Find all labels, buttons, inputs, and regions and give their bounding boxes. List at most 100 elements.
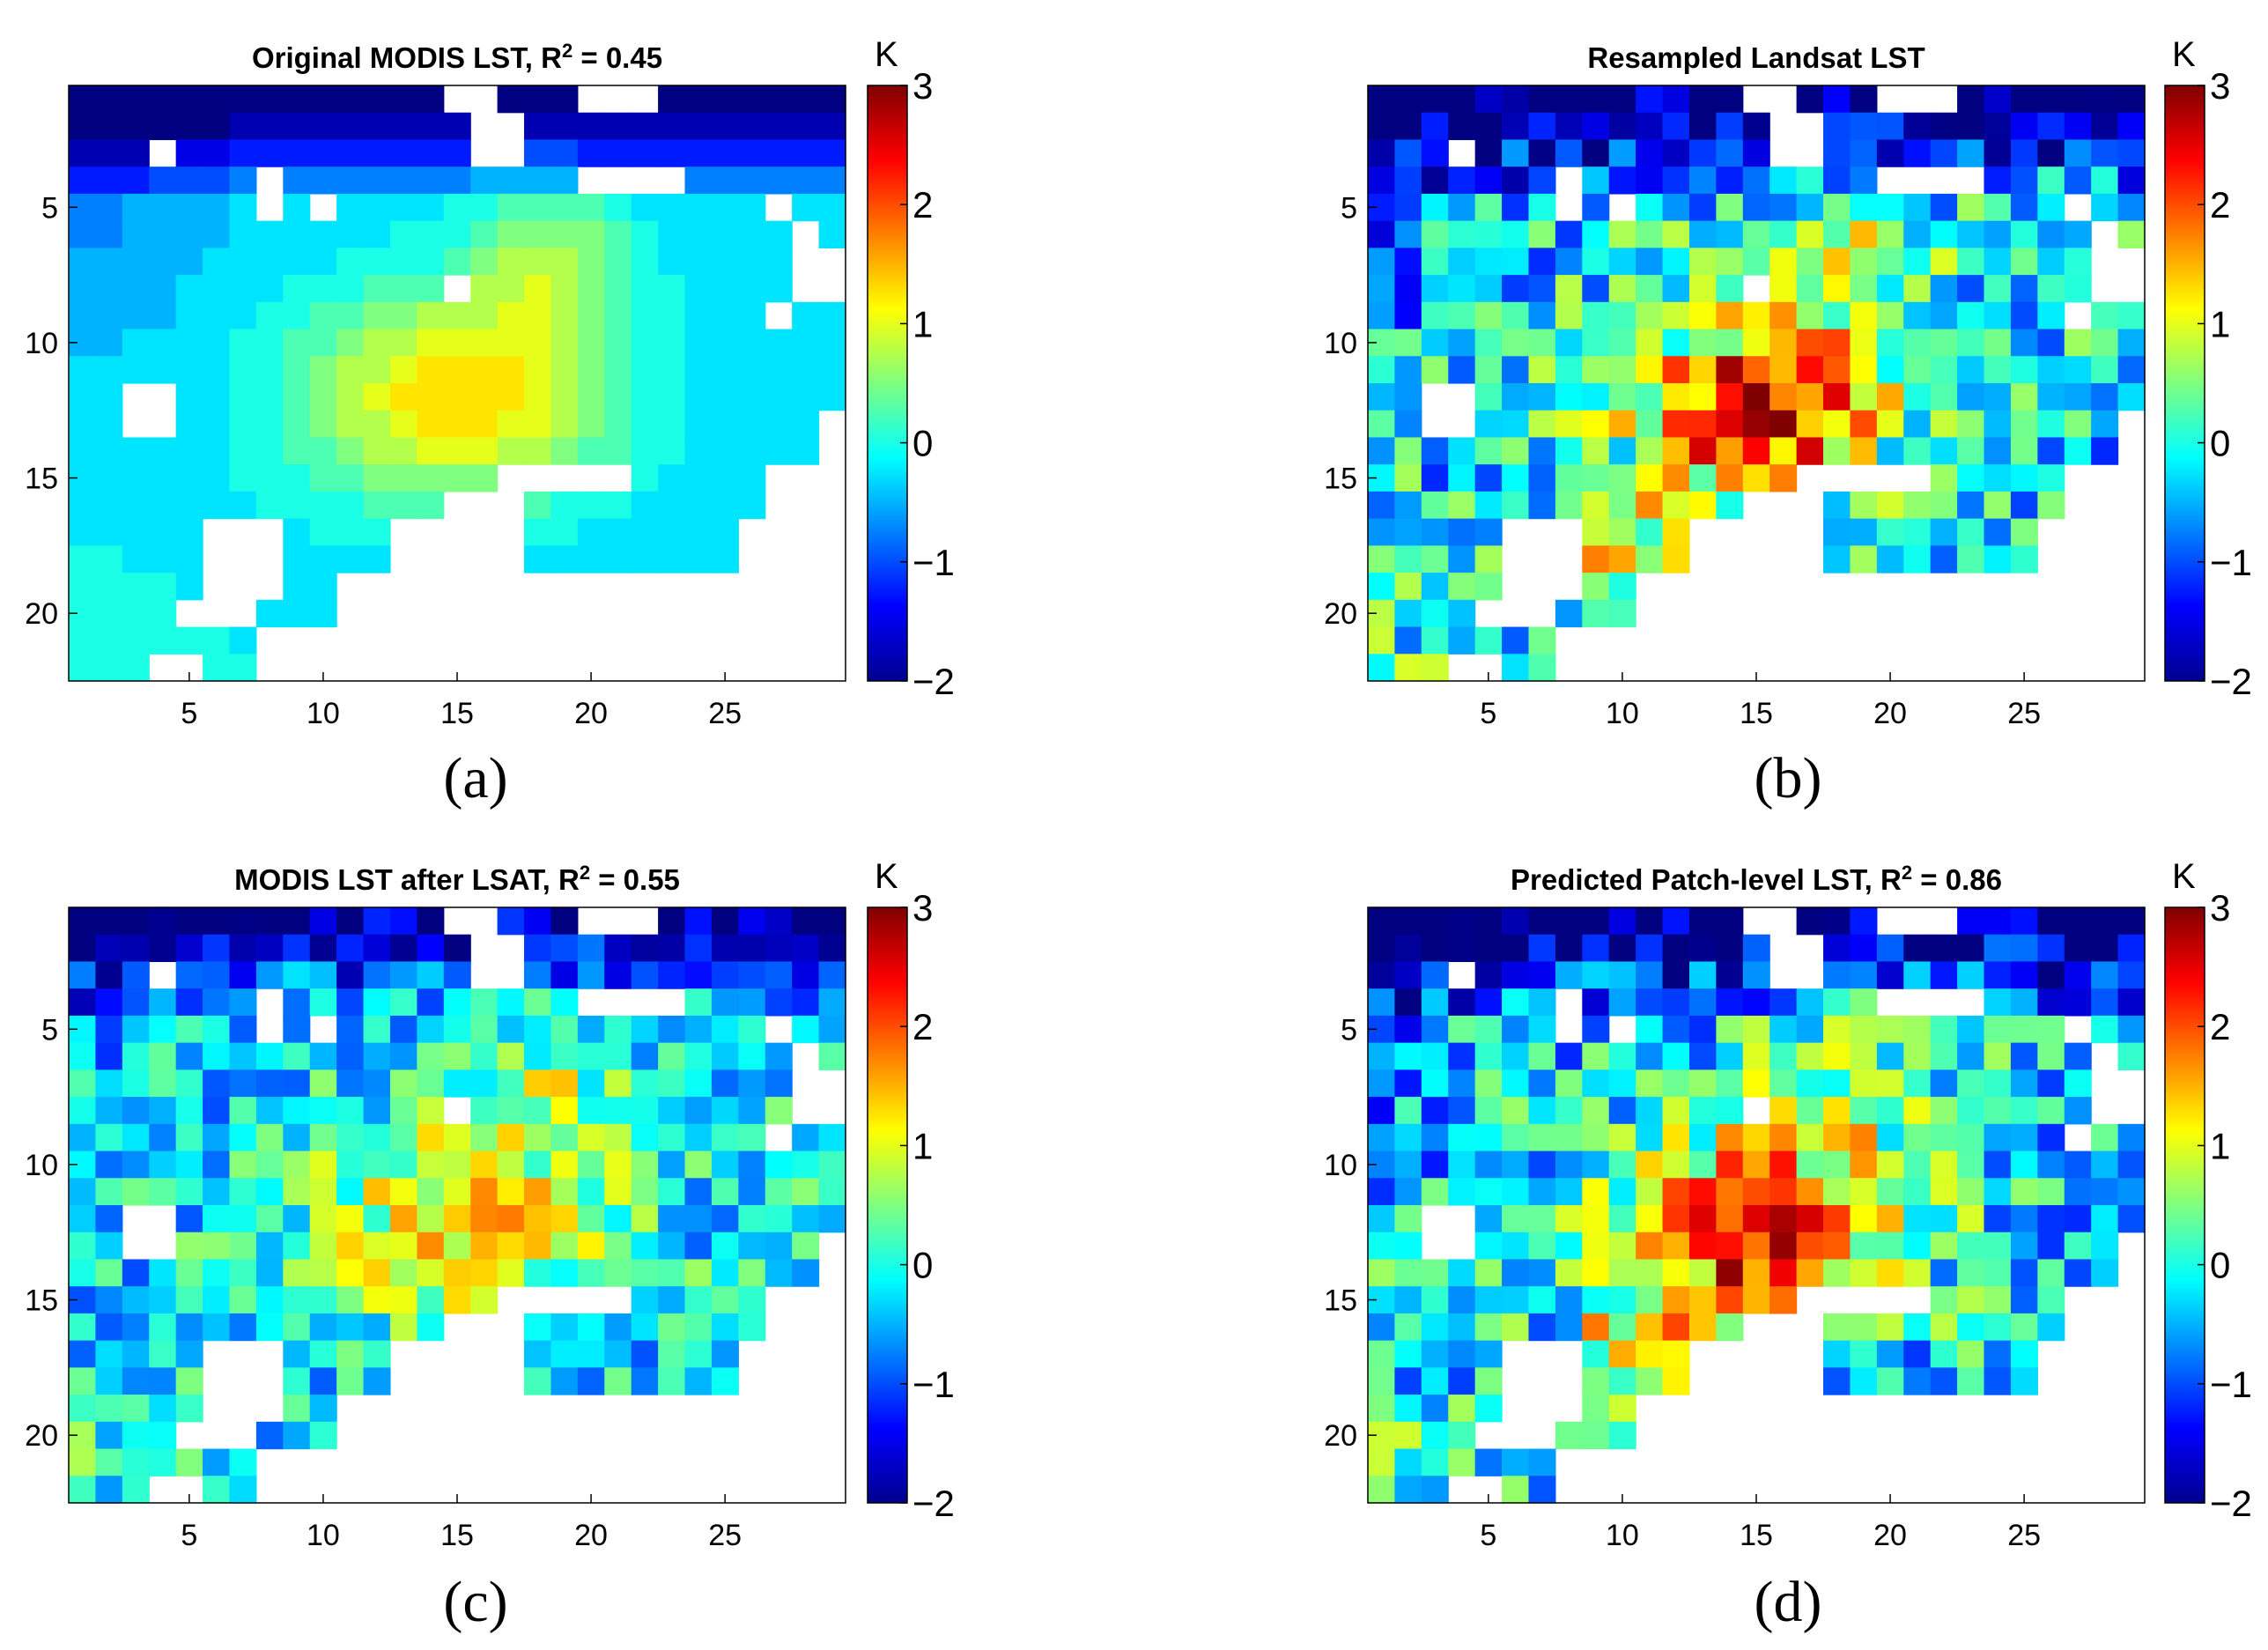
heatmap-cell [2091,1151,2119,1179]
heatmap-cell [175,1205,203,1233]
heatmap-cell [1394,654,1422,682]
heatmap-cell [792,1232,820,1261]
heatmap-cell [604,220,632,248]
heatmap-cell [1394,464,1422,492]
heatmap-cell [631,1313,659,1342]
heatmap-cell [203,934,231,963]
heatmap-cell [1796,329,1824,357]
heatmap-cell [2010,329,2038,357]
heatmap-cell [2064,988,2092,1017]
heatmap-cell [2064,1069,2092,1098]
heatmap-cell [631,248,659,276]
heatmap-cell [1796,1232,1824,1261]
heatmap-cell [550,85,579,114]
heatmap-cell [1528,1259,1556,1287]
heatmap-cell [470,1259,499,1287]
heatmap-cell [95,1286,123,1314]
heatmap-cell [1876,1340,1904,1368]
heatmap-cell [738,1313,766,1342]
heatmap-cell [149,85,177,114]
heatmap-cell [792,988,820,1017]
colorbar-tick-label: 1 [2210,303,2230,344]
colorbar-tick-label: −1 [912,1364,955,1405]
heatmap-cell [1394,329,1422,357]
heatmap-cell [95,220,123,248]
heatmap-cell [229,410,257,439]
heatmap-cell [550,1178,579,1206]
heatmap-cell [1769,1015,1798,1044]
heatmap-cell [2037,961,2065,989]
heatmap-cell [1903,301,1932,330]
heatmap-cell [1421,907,1449,936]
heatmap-cell [309,1097,337,1125]
heatmap-cell [470,166,499,195]
heatmap-cell [1930,518,1958,546]
heatmap-cell [738,1286,766,1314]
heatmap-cell [1957,545,1985,573]
heatmap-cell [1876,491,1904,520]
heatmap-cell [524,329,552,357]
heatmap-cell [1796,383,1824,411]
colorbar-unit-label: K [2172,35,2196,74]
heatmap-cell [1930,1205,1958,1233]
heatmap-cell [203,654,231,682]
heatmap-cell [1421,166,1449,195]
heatmap-cell [1823,112,1851,141]
heatmap-cell [765,1042,793,1070]
heatmap-cell [1957,1042,1985,1070]
heatmap-cell [203,275,231,303]
heatmap-cell [203,1042,231,1070]
heatmap-cell [658,1205,686,1233]
heatmap-cell [1528,383,1556,411]
heatmap-cell [1368,248,1396,276]
heatmap-cell [1957,139,1985,167]
heatmap-cell [818,166,846,195]
heatmap-cell [2037,85,2065,114]
heatmap-cell [69,1042,97,1070]
heatmap-cell [149,1340,177,1368]
heatmap-cell [1957,1340,1985,1368]
heatmap-cell [336,139,365,167]
heatmap-cell [1502,654,1530,682]
heatmap-cell [1796,1042,1824,1070]
heatmap-cell [2091,1232,2119,1261]
heatmap-cell [1394,410,1422,439]
heatmap-cell [2117,329,2146,357]
heatmap-cell [1742,988,1770,1017]
heatmap-cell [336,1313,365,1342]
heatmap-cell [1823,356,1851,384]
heatmap-cell [1742,193,1770,222]
heatmap-cell [336,545,365,573]
heatmap-cell [765,1097,793,1125]
heatmap-cell [1608,112,1636,141]
heatmap-cell [577,301,605,330]
heatmap-cell [229,654,257,682]
heatmap-cell [1903,1123,1932,1152]
heatmap-cell [1903,1042,1932,1070]
heatmap-cell [1716,248,1744,276]
heatmap-cell [577,1205,605,1233]
panels-group: Original MODIS LST, R2 = 0.455 10 15 20 2551… [25,35,2252,1634]
heatmap-cell [631,1123,659,1152]
heatmap-cell [1502,988,1530,1017]
heatmap-cell [2091,437,2119,465]
heatmap-cell [604,356,632,384]
heatmap-cell [1662,329,1690,357]
heatmap-cell [95,139,123,167]
heatmap-cell [1930,248,1958,276]
heatmap-cell [550,139,579,167]
heatmap-cell [1528,275,1556,303]
heatmap-cell [738,464,766,492]
heatmap-cell [283,1340,311,1368]
heatmap-cell [122,1395,150,1423]
heatmap-cell [122,1151,150,1179]
heatmap-cell [363,961,391,989]
heatmap-cell [1421,1259,1449,1287]
heatmap-cell [229,329,257,357]
heatmap-cell [1474,139,1503,167]
heatmap-cell [631,1015,659,1044]
heatmap-cell [1368,518,1396,546]
heatmap-cell [283,1097,311,1125]
heatmap-cell [389,437,417,465]
heatmap-cell [309,988,337,1017]
